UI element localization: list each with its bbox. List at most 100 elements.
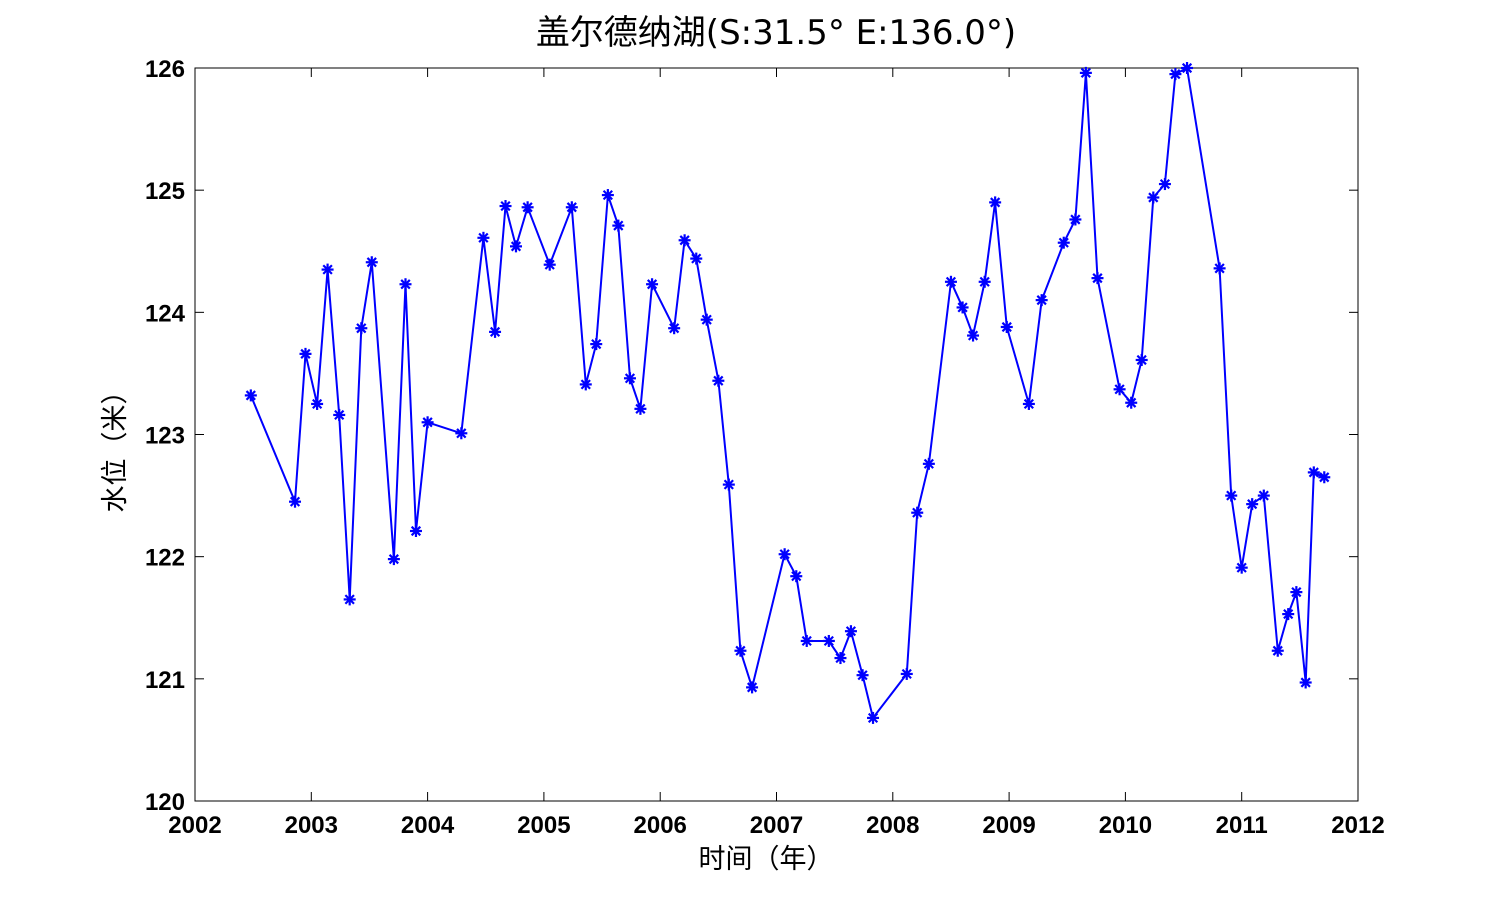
data-point: [579, 378, 592, 391]
y-axis-label: 水位（米）: [100, 378, 131, 513]
data-point: [1125, 396, 1138, 409]
data-point: [1225, 489, 1238, 502]
data-point: [690, 252, 703, 265]
data-point: [289, 495, 302, 508]
data-point: [1307, 466, 1320, 479]
data-point: [1022, 397, 1035, 410]
y-tick-label: 124: [145, 300, 186, 327]
data-point: [1299, 676, 1312, 689]
data-point: [299, 347, 312, 360]
data-point: [499, 200, 512, 213]
y-tick-label: 126: [145, 56, 185, 83]
data-point: [956, 301, 969, 314]
data-point: [387, 553, 400, 566]
plot-area: [194, 67, 1359, 802]
data-point: [623, 372, 636, 385]
x-tick-label: 2008: [866, 812, 919, 839]
data-point: [311, 397, 324, 410]
y-axis-ticks: 120 121 122 123 124 125 126: [145, 56, 1358, 816]
data-point: [800, 634, 813, 647]
data-point: [1135, 353, 1148, 366]
data-point: [822, 634, 835, 647]
data-point: [1169, 68, 1182, 81]
data-point: [1057, 236, 1070, 249]
data-point: [722, 478, 735, 491]
data-point: [790, 570, 803, 583]
data-point: [1271, 644, 1284, 657]
x-tick-label: 2005: [517, 812, 570, 839]
data-point: [1158, 178, 1171, 191]
data-point: [409, 525, 422, 538]
data-point: [668, 322, 681, 335]
y-tick-label: 123: [145, 423, 185, 450]
chart-title: 盖尔德纳湖(S:31.5° E:136.0°): [536, 13, 1016, 53]
data-point: [601, 189, 614, 202]
data-point: [834, 652, 847, 665]
x-tick-label: 2003: [285, 812, 338, 839]
data-point: [746, 681, 759, 694]
data-point: [978, 275, 991, 288]
data-point: [399, 278, 412, 291]
data-point: [455, 427, 468, 440]
data-point: [1318, 471, 1331, 484]
data-point: [421, 416, 434, 429]
data-point: [565, 201, 578, 214]
x-tick-label: 2004: [401, 812, 455, 839]
x-tick-label: 2011: [1216, 812, 1268, 839]
x-tick-label: 2007: [750, 812, 803, 839]
data-point: [543, 258, 556, 271]
data-point: [911, 506, 924, 519]
data-point: [489, 325, 502, 338]
x-tick-label: 2009: [982, 812, 1035, 839]
data-point: [1079, 66, 1092, 79]
data-point: [678, 234, 691, 247]
data-point: [922, 457, 935, 470]
data-point: [967, 329, 980, 342]
y-tick-label: 121: [145, 667, 185, 694]
data-point: [333, 408, 346, 421]
x-tick-label: 2006: [634, 812, 687, 839]
data-point: [1246, 498, 1259, 511]
x-tick-label: 2002: [168, 812, 221, 839]
data-point: [944, 275, 957, 288]
data-point: [1290, 586, 1303, 599]
data-point: [1035, 294, 1048, 307]
y-tick-label: 125: [145, 178, 185, 205]
data-point: [634, 402, 647, 415]
data-point: [477, 231, 490, 244]
data-point: [1000, 320, 1013, 333]
data-point: [521, 201, 534, 214]
data-point: [1213, 262, 1226, 275]
data-point: [989, 196, 1002, 209]
data-point: [712, 374, 725, 387]
data-point: [343, 593, 356, 606]
x-axis-ticks: 2002 2003 2004 2005 2006 2007 2008 2009 2010 2011…: [168, 68, 1385, 839]
data-point: [900, 667, 913, 680]
data-point: [321, 263, 334, 276]
data-point: [778, 548, 791, 561]
data-point: [1282, 608, 1295, 621]
data-point: [355, 322, 368, 335]
data-point: [844, 625, 857, 638]
data-point: [1181, 62, 1194, 74]
data-series: [244, 62, 1331, 724]
data-point: [1069, 213, 1082, 226]
x-tick-label: 2010: [1099, 812, 1152, 839]
y-tick-label: 120: [145, 789, 185, 816]
data-point: [700, 313, 713, 326]
y-tick-label: 122: [145, 545, 185, 572]
data-point: [244, 389, 257, 402]
data-point: [1147, 191, 1160, 204]
data-point: [734, 644, 747, 657]
data-point: [1257, 489, 1270, 502]
x-tick-label: 2012: [1331, 812, 1384, 839]
data-point: [856, 669, 869, 682]
data-point: [590, 338, 603, 351]
x-axis-label: 时间（年）: [699, 844, 834, 875]
data-point: [1235, 561, 1248, 574]
data-point: [1091, 272, 1104, 285]
data-point: [612, 219, 625, 232]
data-point: [509, 240, 522, 253]
data-point: [867, 711, 880, 724]
